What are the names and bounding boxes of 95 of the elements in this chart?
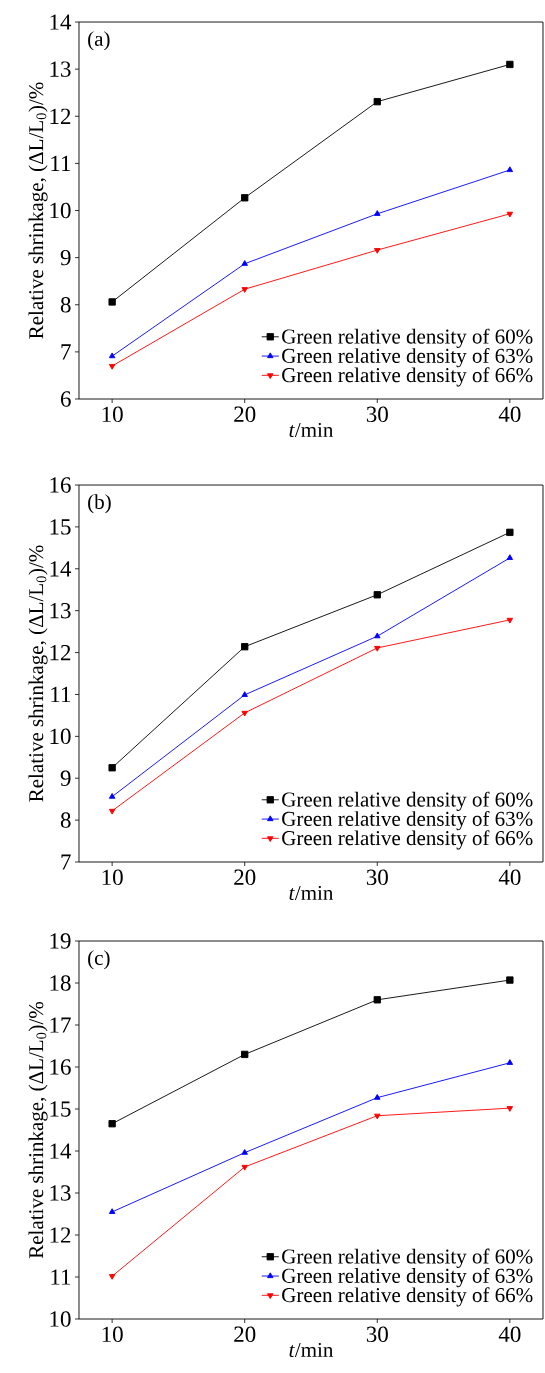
point xyxy=(506,60,514,69)
point xyxy=(506,166,514,173)
point xyxy=(373,591,381,599)
x-axis-title: t/min xyxy=(289,1342,334,1358)
y-tick-label: 7 xyxy=(61,854,71,870)
y-axis-title: Relative shrinkage, (ΔL/L$_{0}$)/% xyxy=(28,545,48,802)
y-tick-label: 9 xyxy=(60,770,71,786)
point xyxy=(374,1094,381,1100)
y-tick-label: 11 xyxy=(51,155,71,171)
y-tick-label: 17 xyxy=(50,1017,71,1033)
x-tick-label: 40 xyxy=(498,1326,521,1343)
y-tick-label: 15 xyxy=(50,1101,71,1117)
point xyxy=(241,1164,248,1171)
point xyxy=(108,298,116,306)
point xyxy=(506,1059,514,1065)
point xyxy=(374,645,381,652)
y-tick-label: 14 xyxy=(50,14,72,30)
y-tick-label: 9 xyxy=(60,249,71,266)
x-tick-label: 10 xyxy=(102,406,123,423)
point xyxy=(108,793,116,799)
x-tick-label: 10 xyxy=(102,1326,123,1343)
point xyxy=(108,1120,116,1128)
y-tick-label: 13 xyxy=(50,61,71,77)
legend-label: Green relative density of 60% xyxy=(282,791,533,811)
x-tick-label: 30 xyxy=(366,406,388,423)
chart-title: (b) xyxy=(88,494,111,514)
point xyxy=(506,528,514,536)
y-tick-label: 13 xyxy=(50,1185,71,1201)
point xyxy=(506,554,514,560)
legend-label: Green relative density of 66% xyxy=(282,1287,533,1307)
point xyxy=(374,632,381,639)
y-tick-label: 10 xyxy=(50,202,71,219)
y-tick-label: 16 xyxy=(50,477,71,493)
y-tick-label: 12 xyxy=(50,108,71,124)
y-tick-label: 11 xyxy=(51,686,71,703)
legend-label: Green relative density of 66% xyxy=(282,830,533,850)
legend-label: Green relative density of 60% xyxy=(282,1248,533,1268)
point xyxy=(241,643,249,651)
point xyxy=(374,210,381,216)
legend-label: Green relative density of 63% xyxy=(282,810,533,831)
y-tick-label: 8 xyxy=(60,296,71,313)
x-tick-label: 30 xyxy=(366,1326,388,1343)
point xyxy=(108,1208,116,1214)
point xyxy=(108,1274,116,1280)
point xyxy=(108,363,116,370)
x-tick-label: 20 xyxy=(234,869,256,886)
y-tick-label: 12 xyxy=(50,1227,71,1243)
x-tick-label: 20 xyxy=(234,1326,256,1343)
y-tick-label: 10 xyxy=(50,1311,71,1327)
x-tick-label: 10 xyxy=(102,869,123,886)
y-tick-label: 7 xyxy=(61,344,71,360)
point xyxy=(373,996,381,1004)
y-tick-label: 11 xyxy=(51,1269,71,1285)
y-tick-label: 6 xyxy=(60,391,71,407)
x-tick-label: 40 xyxy=(498,869,521,886)
point xyxy=(241,1149,248,1155)
point xyxy=(108,808,116,815)
x-axis-title: t/min xyxy=(289,885,334,901)
y-tick-label: 8 xyxy=(60,812,71,828)
legend-label: Green relative density of 60% xyxy=(282,328,533,348)
point xyxy=(241,287,248,293)
point xyxy=(108,352,116,359)
x-tick-label: 30 xyxy=(366,869,388,886)
y-tick-label: 14 xyxy=(50,561,72,577)
point xyxy=(506,617,514,624)
y-tick-label: 14 xyxy=(50,1143,72,1159)
x-tick-label: 40 xyxy=(498,406,521,423)
point xyxy=(241,710,248,717)
y-tick-label: 19 xyxy=(50,933,71,949)
point xyxy=(506,1106,514,1112)
y-tick-label: 15 xyxy=(50,519,71,535)
point xyxy=(108,764,116,772)
x-axis-title: t/min xyxy=(289,422,334,438)
y-tick-label: 13 xyxy=(50,602,71,619)
y-axis-title: Relative shrinkage, (ΔL/L$_{0}$)/% xyxy=(28,1001,48,1259)
y-tick-label: 12 xyxy=(50,644,71,661)
point xyxy=(241,260,248,266)
legend-label: Green relative density of 63% xyxy=(282,347,533,368)
point xyxy=(241,194,249,202)
y-axis-title: Relative shrinkage, (ΔL/L$_{0}$)/% xyxy=(28,82,48,339)
chart-title: (c) xyxy=(88,950,110,970)
point xyxy=(374,1113,381,1120)
legend-label: Green relative density of 66% xyxy=(282,367,533,387)
y-tick-label: 18 xyxy=(50,975,71,991)
point xyxy=(506,211,514,218)
y-tick-label: 16 xyxy=(50,1059,71,1075)
point xyxy=(374,248,381,254)
x-tick-label: 20 xyxy=(234,406,256,423)
legend-label: Green relative density of 63% xyxy=(282,1267,533,1288)
chart-title: (a) xyxy=(88,31,110,51)
point xyxy=(373,98,381,106)
point xyxy=(241,1050,249,1059)
y-tick-label: 10 xyxy=(50,728,71,745)
point xyxy=(506,976,514,984)
point xyxy=(241,691,248,697)
